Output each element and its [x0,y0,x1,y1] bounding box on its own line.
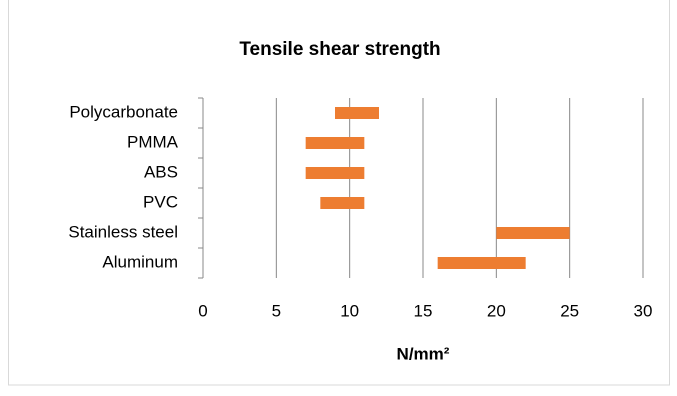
chart-title: Tensile shear strength [239,39,440,60]
bar [305,137,365,149]
x-tick-label: 5 [272,301,281,320]
x-tick-label: 10 [340,301,359,320]
bar [305,167,365,179]
x-tick-label: 15 [414,301,433,320]
y-tick-label: PVC [143,192,178,211]
y-tick-label: PMMA [127,132,179,151]
y-tick-label: Stainless steel [68,222,178,241]
bar [437,257,526,269]
y-tick-label: Polycarbonate [69,102,178,121]
chart-border [8,0,670,386]
bar [335,107,379,119]
y-tick-label: Aluminum [102,252,178,271]
x-tick-label: 25 [560,301,579,320]
x-tick-label: 20 [487,301,506,320]
x-axis-label: N/mm² [397,344,450,363]
y-tick-label: ABS [144,162,178,181]
x-tick-label: 0 [198,301,207,320]
x-tick-label: 30 [634,301,653,320]
bar [496,227,570,239]
bar [320,197,365,209]
